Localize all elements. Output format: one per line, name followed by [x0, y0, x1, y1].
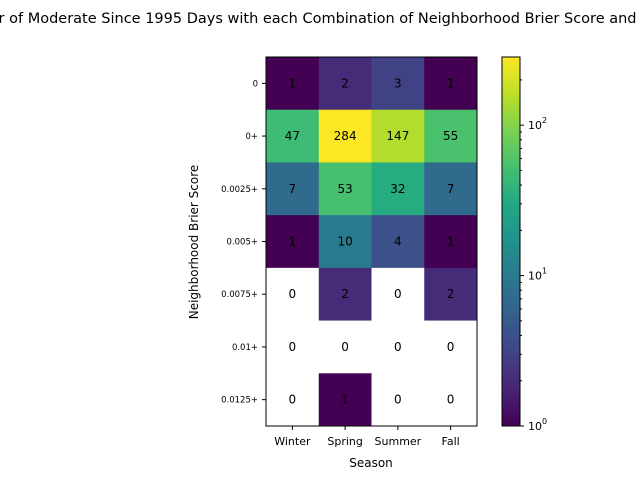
cell-value-label: 0: [289, 287, 297, 301]
y-axis-label: Neighborhood Brier Score: [187, 165, 201, 320]
heatmap-cell: [318, 320, 372, 374]
cell-value-label: 284: [334, 129, 357, 143]
cell-value-label: 1: [447, 76, 455, 90]
x-tick-label: Summer: [375, 435, 422, 448]
heatmap-cell: [424, 109, 478, 163]
heatmap-cell: [318, 109, 372, 163]
cell-value-label: 1: [341, 393, 349, 407]
cell-value-label: 47: [285, 129, 300, 143]
cell-value-label: 2: [341, 287, 349, 301]
chart-title: Number of Moderate Since 1995 Days with …: [0, 11, 640, 27]
cell-value-label: 7: [447, 182, 455, 196]
heatmap-cell: [371, 109, 425, 163]
y-tick-label: 0.0025+: [221, 185, 258, 195]
cell-value-label: 2: [341, 76, 349, 90]
heatmap-cell: [266, 162, 320, 216]
y-tick-label: 0.005+: [227, 238, 258, 248]
cell-value-label: 0: [394, 287, 402, 301]
heatmap-cell: [424, 320, 478, 374]
cell-value-label: 3: [394, 76, 402, 90]
x-tick-label: Spring: [327, 435, 363, 448]
heatmap-cell-labels: 1 2 3 147 284 147 557 53 32 71 10 4 10 2 0 20 0 0 00 1 0 0: [285, 76, 459, 406]
x-tick-label: Winter: [274, 435, 311, 448]
colorbar-tick-label: 100: [528, 417, 547, 433]
cell-value-label: 0: [289, 340, 297, 354]
cell-value-label: 10: [337, 235, 352, 249]
heatmap-cell: [424, 215, 478, 269]
heatmap-cell: [424, 162, 478, 216]
x-axis-label: Season: [349, 456, 393, 470]
y-tick-label: 0: [253, 79, 258, 89]
heatmap-cell: [424, 267, 478, 322]
y-tick-label: 0.01+: [232, 343, 258, 353]
heatmap-cell: [371, 57, 425, 111]
cell-value-label: 147: [386, 129, 409, 143]
cell-value-label: 55: [443, 129, 458, 143]
cell-value-label: 53: [337, 182, 352, 196]
cell-value-label: 0: [447, 340, 455, 354]
heatmap-cell: [371, 320, 425, 374]
cell-value-label: 0: [394, 340, 402, 354]
heatmap-cell: [266, 320, 320, 374]
y-tick-label: 0+: [245, 132, 258, 142]
cell-value-label: 32: [390, 182, 405, 196]
cell-value-label: 0: [394, 393, 402, 407]
colorbar-tick-label: 102: [528, 116, 547, 132]
heatmap-cell: [371, 215, 425, 269]
cell-value-label: 1: [289, 76, 297, 90]
heatmap-cell: [318, 162, 372, 216]
cell-value-label: 4: [394, 235, 402, 249]
heatmap-cell: [371, 267, 425, 322]
heatmap-cell: [424, 373, 478, 427]
heatmap-cell: [266, 57, 320, 111]
cell-value-label: 1: [447, 235, 455, 249]
cell-value-label: 0: [289, 393, 297, 407]
heatmap-cell: [371, 162, 425, 216]
colorbar-ticks: 100 101 102: [520, 79, 547, 433]
heatmap-cell: [318, 267, 372, 322]
heatmap-cell: [424, 57, 478, 111]
heatmap-cell: [318, 373, 372, 427]
cell-value-label: 0: [447, 393, 455, 407]
y-tick-label: 0.0125+: [221, 396, 258, 406]
y-axis-ticks: 0 0+ 0.0025+ 0.005+ 0.0075+ 0.01+ 0.0125+: [221, 79, 266, 406]
x-tick-label: Fall: [442, 435, 460, 448]
cell-value-label: 7: [289, 182, 297, 196]
heatmap-cell: [266, 215, 320, 269]
cell-value-label: 1: [289, 235, 297, 249]
x-axis-ticks: Winter Spring Summer Fall: [274, 426, 460, 448]
colorbar-tick-label: 101: [528, 267, 547, 283]
heatmap-cell: [318, 57, 372, 111]
heatmap-cell: [266, 109, 320, 163]
heatmap-cell: [266, 267, 320, 322]
heatmap-cells: [266, 57, 478, 427]
heatmap-cell: [266, 373, 320, 427]
heatmap-cell: [318, 215, 372, 269]
heatmap-cell: [371, 373, 425, 427]
cell-value-label: 0: [341, 340, 349, 354]
y-tick-label: 0.0075+: [221, 290, 258, 300]
cell-value-label: 2: [447, 287, 455, 301]
colorbar: [501, 56, 521, 427]
